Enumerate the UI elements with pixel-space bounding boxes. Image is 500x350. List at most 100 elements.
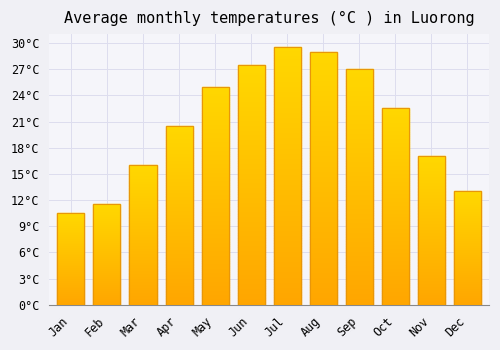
Bar bbox=[238, 96, 264, 98]
Bar bbox=[166, 255, 192, 257]
Bar bbox=[166, 300, 192, 301]
Bar bbox=[202, 159, 228, 161]
Bar bbox=[274, 135, 300, 138]
Bar bbox=[94, 210, 120, 211]
Bar bbox=[454, 204, 481, 205]
Bar bbox=[382, 118, 408, 120]
Bar bbox=[202, 98, 228, 100]
Bar bbox=[130, 298, 156, 299]
Bar bbox=[274, 264, 300, 266]
Bar bbox=[238, 288, 264, 290]
Bar bbox=[94, 204, 120, 305]
Bar bbox=[238, 216, 264, 218]
Bar bbox=[346, 112, 372, 114]
Bar bbox=[94, 271, 120, 272]
Bar bbox=[130, 239, 156, 240]
Bar bbox=[58, 293, 84, 294]
Bar bbox=[130, 214, 156, 216]
Bar bbox=[130, 213, 156, 214]
Bar bbox=[418, 171, 445, 173]
Bar bbox=[202, 220, 228, 222]
Bar bbox=[274, 256, 300, 259]
Bar bbox=[94, 214, 120, 215]
Bar bbox=[346, 107, 372, 109]
Bar bbox=[238, 70, 264, 72]
Bar bbox=[274, 65, 300, 68]
Bar bbox=[418, 220, 445, 222]
Bar bbox=[130, 165, 156, 305]
Bar bbox=[346, 232, 372, 234]
Bar bbox=[238, 166, 264, 168]
Bar bbox=[346, 248, 372, 251]
Bar bbox=[454, 224, 481, 225]
Bar bbox=[274, 60, 300, 63]
Bar bbox=[94, 253, 120, 254]
Bar bbox=[382, 228, 408, 230]
Bar bbox=[382, 160, 408, 161]
Bar bbox=[202, 132, 228, 135]
Bar bbox=[130, 292, 156, 294]
Bar bbox=[418, 179, 445, 180]
Bar bbox=[418, 282, 445, 284]
Bar bbox=[310, 52, 336, 305]
Bar bbox=[454, 300, 481, 301]
Bar bbox=[310, 282, 336, 285]
Bar bbox=[310, 198, 336, 201]
Bar bbox=[454, 191, 481, 193]
Bar bbox=[202, 224, 228, 226]
Bar bbox=[346, 69, 372, 71]
Bar bbox=[346, 267, 372, 270]
Bar bbox=[346, 272, 372, 274]
Bar bbox=[346, 208, 372, 211]
Bar bbox=[418, 170, 445, 171]
Bar bbox=[274, 47, 300, 305]
Bar bbox=[454, 196, 481, 197]
Bar bbox=[130, 202, 156, 203]
Bar bbox=[58, 224, 84, 225]
Bar bbox=[274, 132, 300, 135]
Bar bbox=[274, 204, 300, 207]
Bar bbox=[454, 220, 481, 221]
Bar bbox=[130, 289, 156, 291]
Bar bbox=[166, 203, 192, 205]
Bar bbox=[454, 263, 481, 264]
Bar bbox=[346, 196, 372, 199]
Bar bbox=[310, 67, 336, 69]
Bar bbox=[382, 242, 408, 244]
Bar bbox=[238, 252, 264, 254]
Bar bbox=[94, 259, 120, 260]
Bar bbox=[94, 243, 120, 244]
Bar bbox=[130, 287, 156, 288]
Bar bbox=[238, 279, 264, 281]
Bar bbox=[166, 258, 192, 260]
Bar bbox=[274, 274, 300, 276]
Bar bbox=[346, 251, 372, 253]
Bar bbox=[310, 214, 336, 216]
Bar bbox=[310, 191, 336, 194]
Bar bbox=[454, 193, 481, 194]
Bar bbox=[382, 246, 408, 248]
Bar bbox=[94, 220, 120, 222]
Bar bbox=[274, 68, 300, 70]
Bar bbox=[94, 274, 120, 275]
Bar bbox=[382, 222, 408, 224]
Bar bbox=[238, 197, 264, 199]
Bar bbox=[58, 296, 84, 298]
Bar bbox=[238, 65, 264, 67]
Bar bbox=[310, 148, 336, 150]
Bar bbox=[274, 70, 300, 73]
Bar bbox=[238, 286, 264, 288]
Bar bbox=[94, 218, 120, 219]
Bar bbox=[202, 117, 228, 119]
Bar bbox=[238, 211, 264, 214]
Bar bbox=[166, 163, 192, 165]
Bar bbox=[202, 104, 228, 106]
Bar bbox=[166, 247, 192, 250]
Bar bbox=[130, 232, 156, 234]
Bar bbox=[382, 248, 408, 250]
Bar bbox=[58, 285, 84, 286]
Bar bbox=[166, 173, 192, 174]
Bar bbox=[454, 285, 481, 286]
Bar bbox=[130, 284, 156, 285]
Bar bbox=[166, 230, 192, 231]
